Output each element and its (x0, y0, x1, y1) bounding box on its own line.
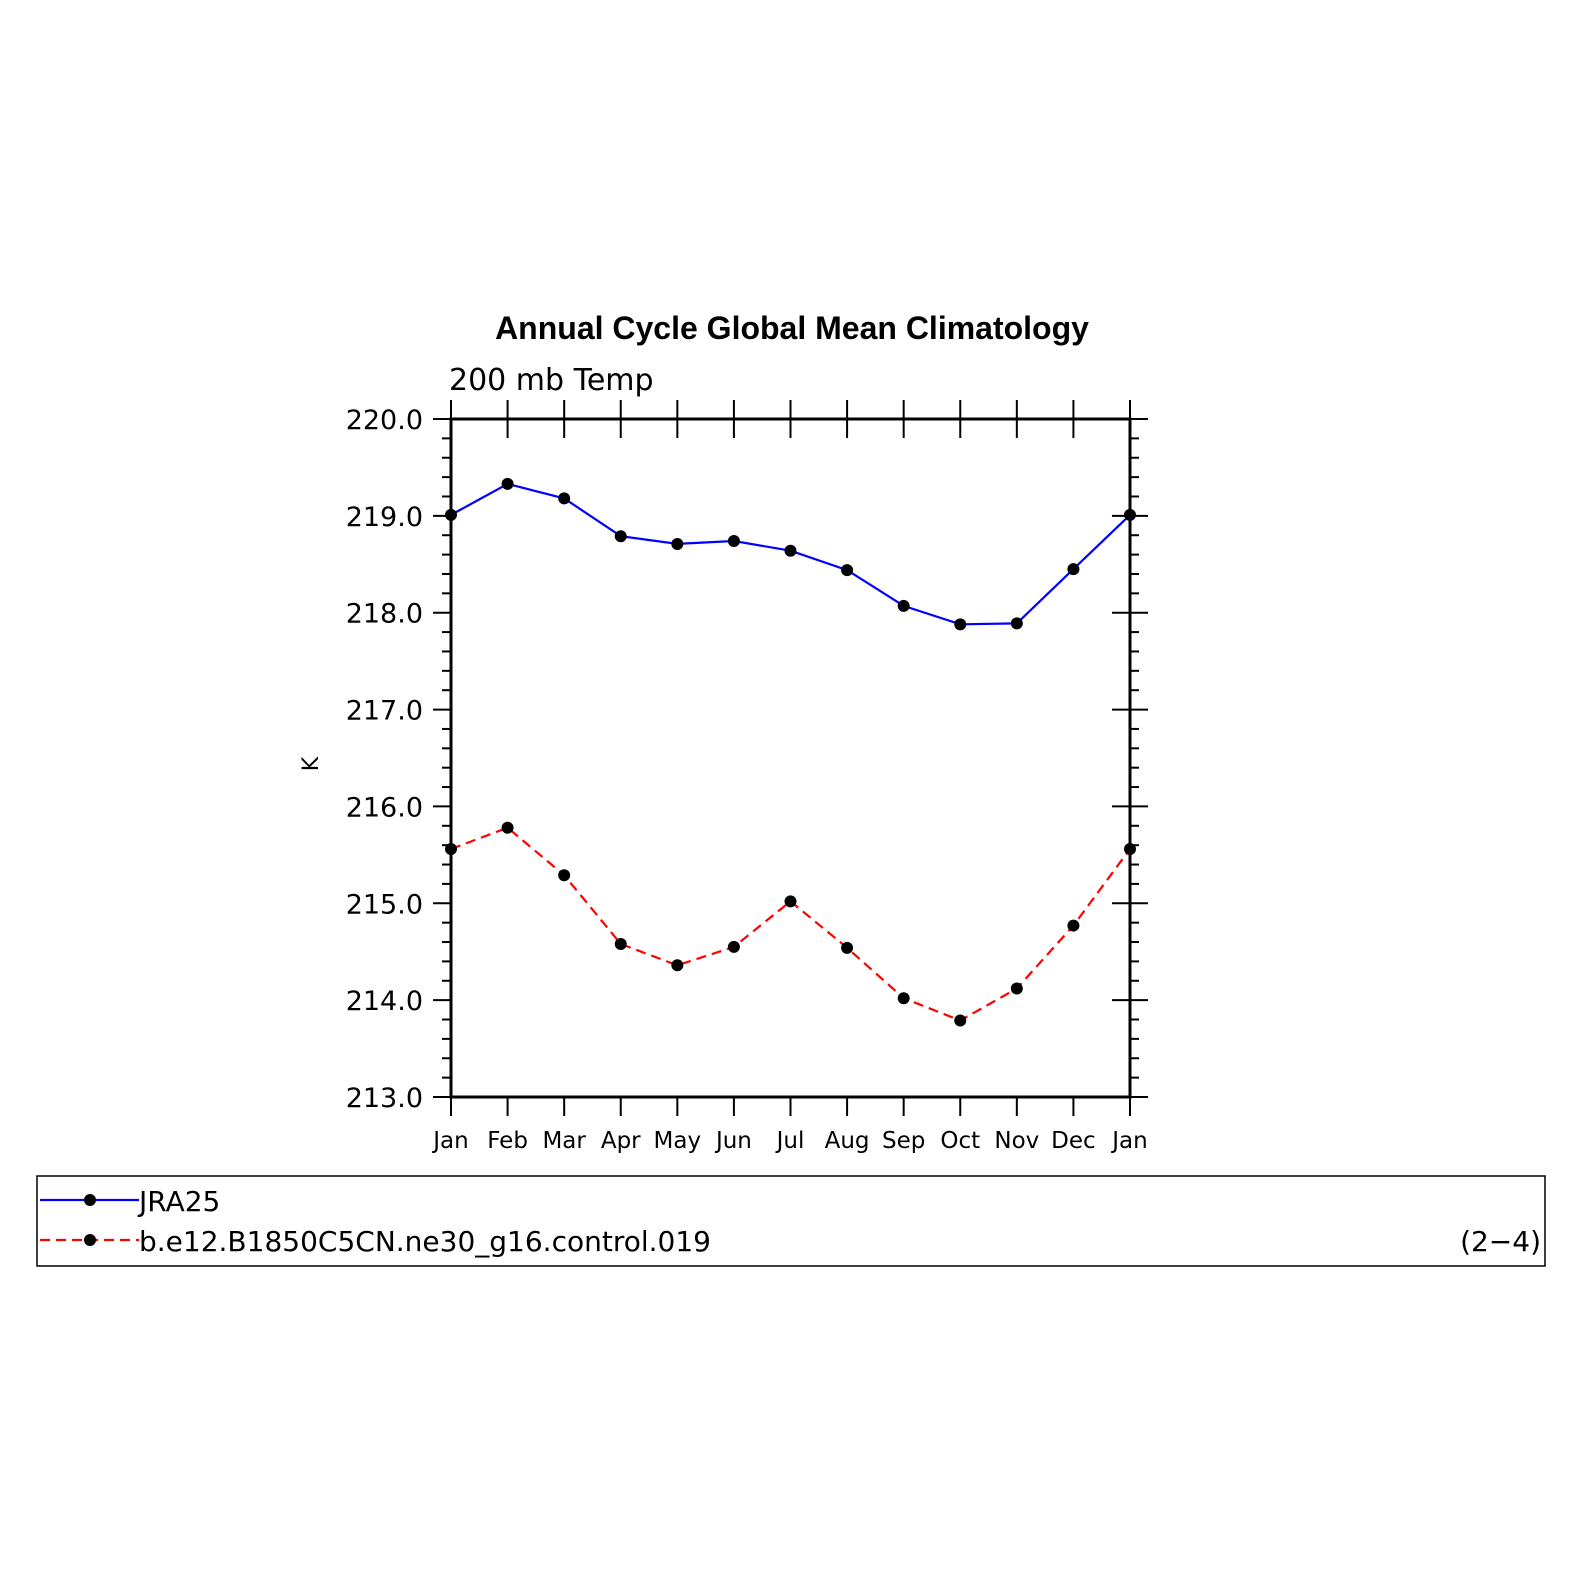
x-tick-labels: Jan Feb Mar Apr May Jun Jul Aug Sep Oct Nov Dec Jan (431, 1128, 1147, 1154)
y-tick-labels: 213.0 214.0 215.0 216.0 217.0 218.0 219.0 220.0 (346, 405, 423, 1114)
legend-entry-jra25: JRA25 (40, 1185, 220, 1218)
y-tick-label: 215.0 (346, 889, 423, 920)
series-0-point (954, 618, 967, 631)
x-tick-label: Apr (601, 1128, 641, 1154)
series-1-point (784, 895, 797, 908)
series-1-point (1067, 919, 1080, 932)
x-tick-label: Jun (714, 1128, 752, 1154)
x-tick-label: Jul (775, 1128, 805, 1154)
y-tick-label: 220.0 (346, 405, 423, 436)
series-1-point (558, 869, 571, 882)
series-1-point (897, 992, 910, 1005)
series-0-point (501, 477, 514, 490)
series-0-point (727, 535, 740, 548)
x-tick-label: Feb (487, 1128, 528, 1154)
series-1-point (841, 941, 854, 954)
series-0-point (897, 599, 910, 612)
y-tick-label: 214.0 (346, 986, 423, 1017)
x-tick-label: Mar (542, 1128, 586, 1154)
legend-box (36, 1175, 1546, 1267)
series-1-point (671, 959, 684, 972)
x-tick-label: Oct (940, 1128, 980, 1154)
y-axis-label: K (299, 756, 324, 771)
legend-label-model: b.e12.B1850C5CN.ne30_g16.control.019 (139, 1225, 711, 1258)
legend-entry-model: b.e12.B1850C5CN.ne30_g16.control.019 (40, 1225, 711, 1258)
series-1-point (1010, 982, 1023, 995)
panel-id: (2−4) (1460, 1225, 1541, 1258)
y-tick-label: 213.0 (346, 1083, 423, 1114)
y-tick-label: 219.0 (346, 502, 423, 533)
axis-ticks (433, 400, 1148, 1116)
series-0-point (841, 564, 854, 577)
series-1-point (954, 1014, 967, 1027)
series-0-point (671, 537, 684, 550)
series-line-1 (450, 826, 1131, 1022)
x-tick-label: Nov (994, 1128, 1039, 1154)
series-0-point (1124, 508, 1136, 521)
series-0-point (1010, 617, 1023, 630)
series-1-point (501, 821, 514, 834)
y-tick-label: 218.0 (346, 599, 423, 630)
series-1-point (727, 940, 740, 953)
x-tick-label: Jan (431, 1128, 468, 1154)
chart-subtitle: 200 mb Temp (449, 363, 654, 398)
legend-label-jra25: JRA25 (137, 1185, 220, 1218)
x-tick-label: Dec (1051, 1128, 1096, 1154)
series-1-point (1124, 843, 1136, 856)
series-0-point (445, 508, 457, 521)
series-0-point (558, 492, 571, 505)
series-0-point (614, 530, 627, 543)
series-1-point (445, 843, 457, 856)
y-tick-label: 216.0 (346, 792, 423, 823)
y-tick-label: 217.0 (346, 696, 423, 727)
series-0-point (784, 544, 797, 557)
x-tick-label: May (654, 1128, 702, 1154)
x-tick-label: Sep (882, 1128, 925, 1154)
legend-marker-jra25 (84, 1194, 96, 1206)
chart-title: Annual Cycle Global Mean Climatology (495, 310, 1089, 346)
plot-frame (449, 417, 1132, 1099)
x-tick-label: Aug (825, 1128, 870, 1154)
legend-marker-model (84, 1234, 96, 1246)
series-layer (445, 477, 1136, 1027)
series-0-point (1067, 563, 1080, 576)
series-1-point (614, 937, 627, 950)
x-tick-label: Jan (1110, 1128, 1147, 1154)
